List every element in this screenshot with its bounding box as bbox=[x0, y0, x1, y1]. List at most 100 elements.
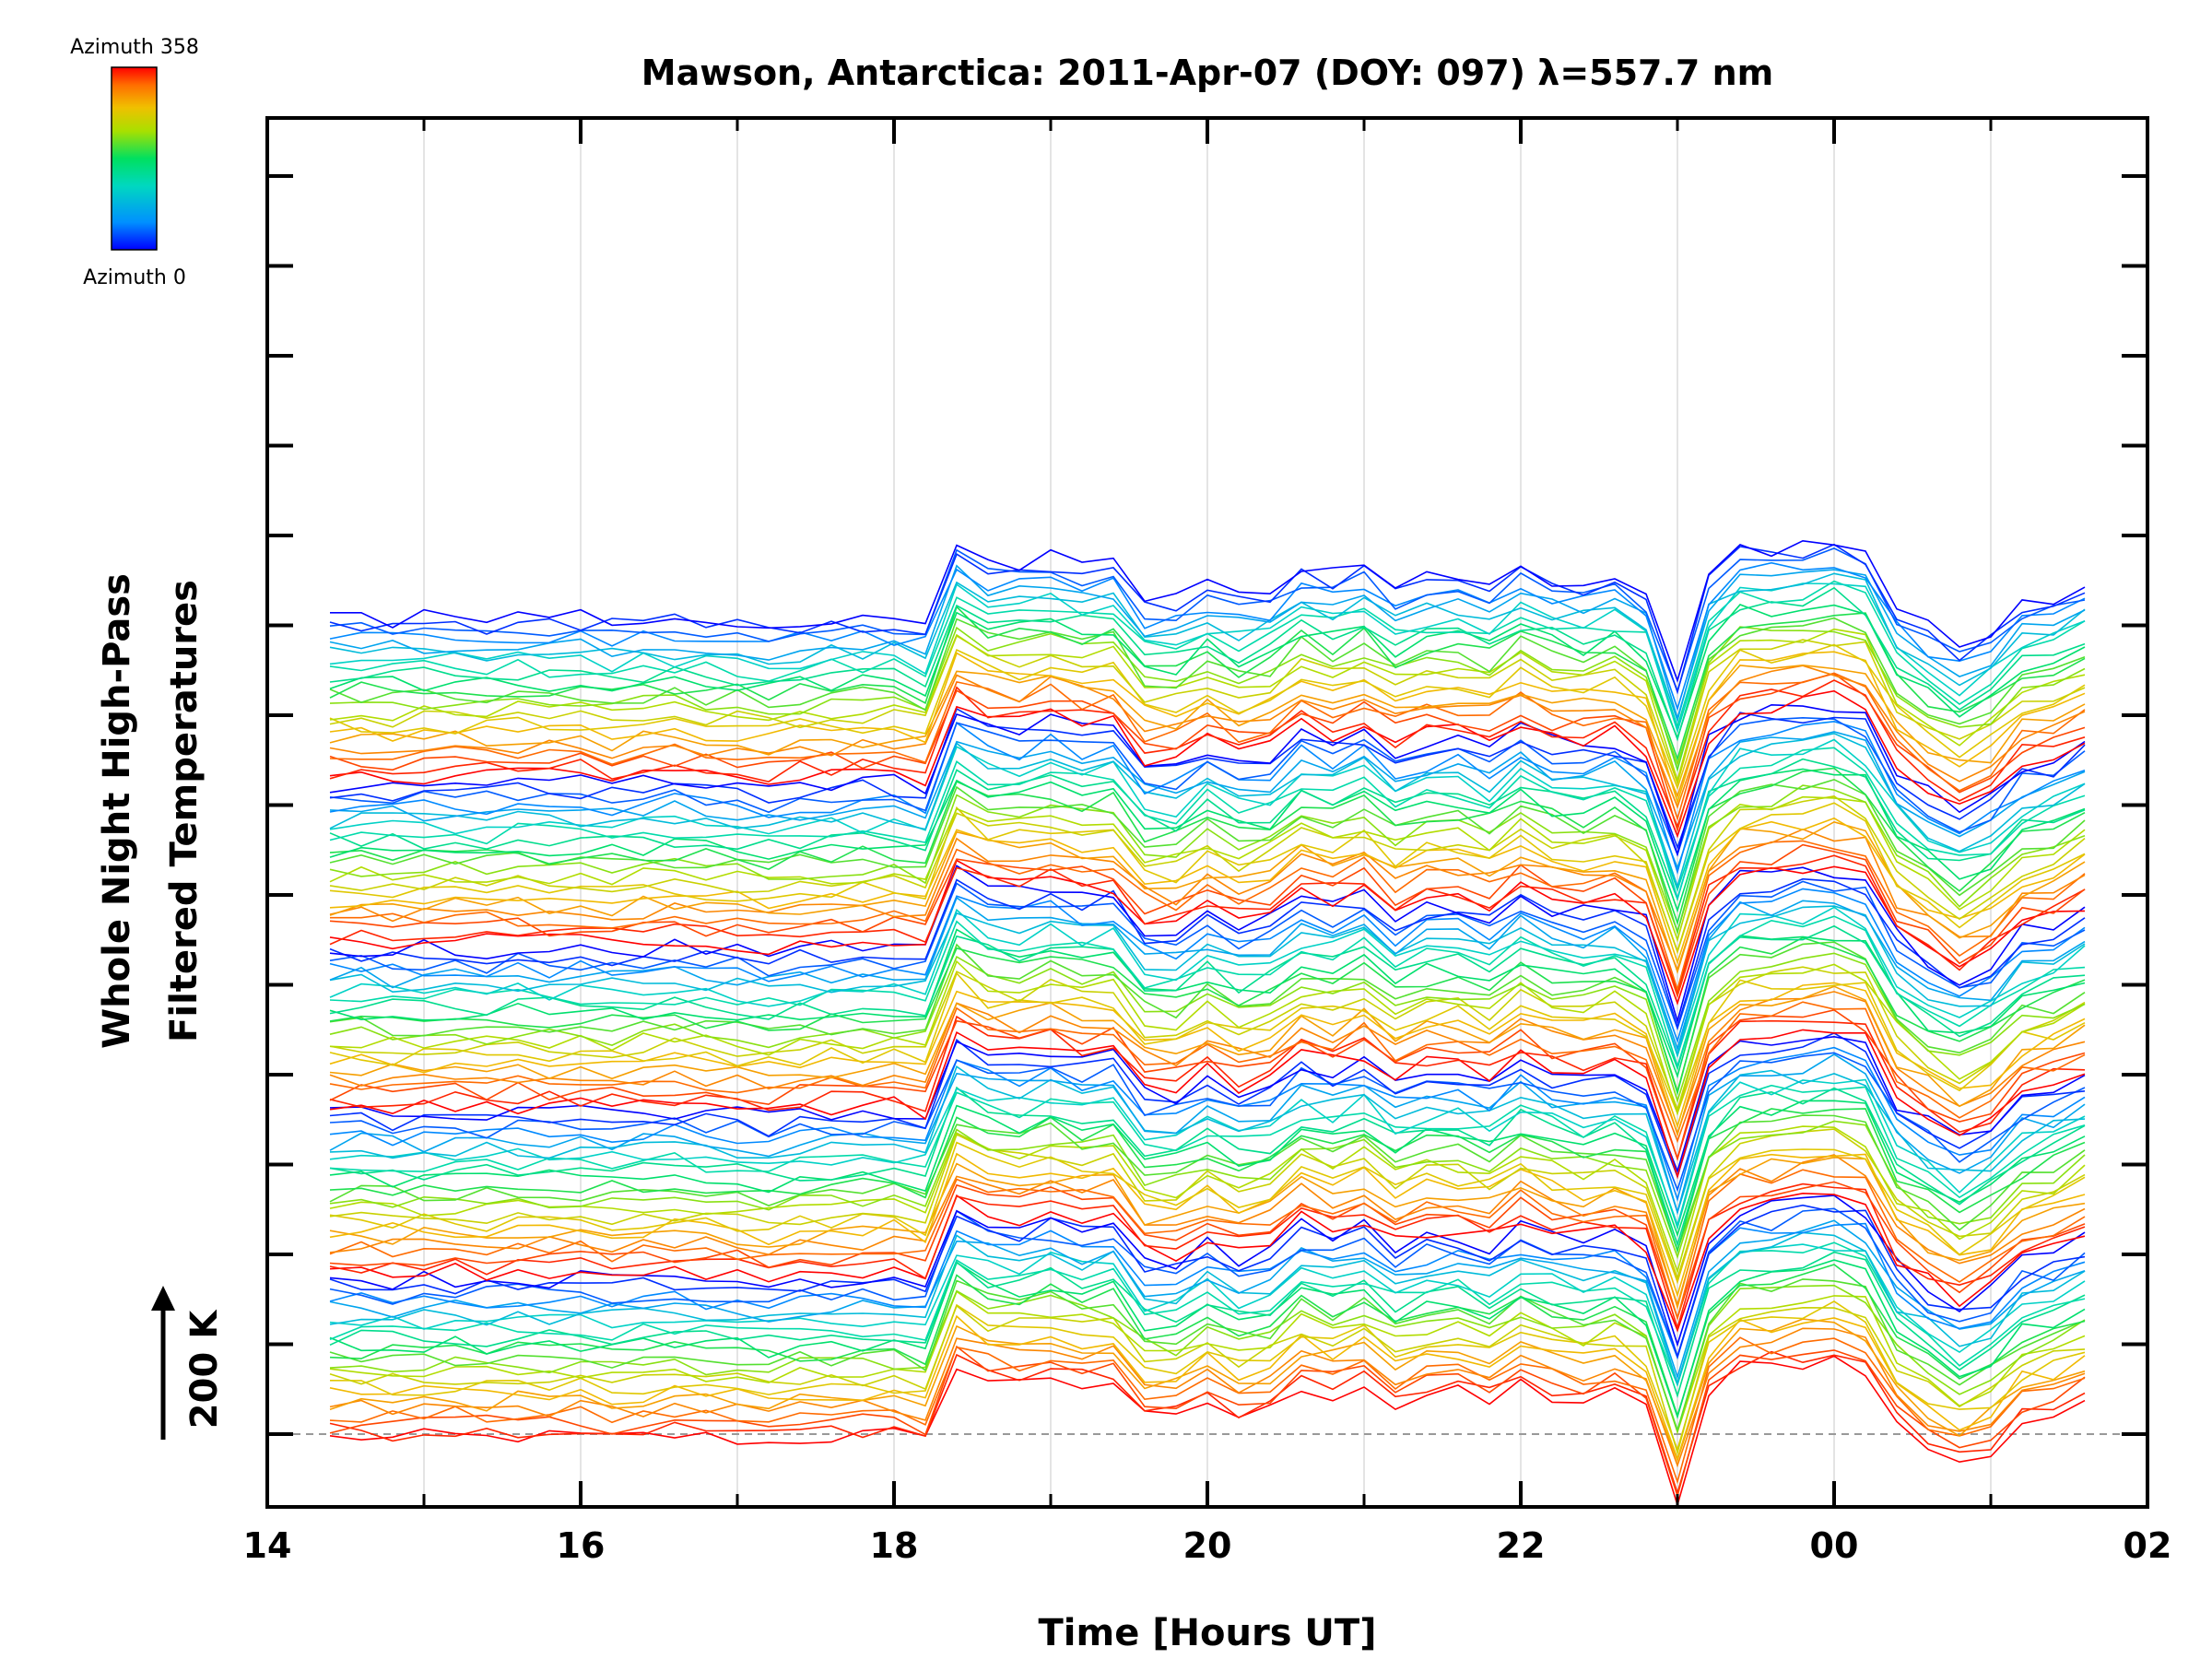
temperature-trace bbox=[329, 1243, 2086, 1386]
temperature-trace bbox=[329, 1264, 2086, 1418]
temperature-trace bbox=[329, 1125, 2086, 1275]
temperature-trace bbox=[329, 572, 2086, 724]
temperature-trace bbox=[329, 905, 2086, 1057]
temperature-trace bbox=[329, 985, 2086, 1137]
temperature-trace bbox=[329, 768, 2086, 913]
temperature-trace bbox=[329, 1108, 2086, 1254]
temperature-trace bbox=[329, 928, 2086, 1079]
temperature-trace bbox=[329, 617, 2086, 772]
temperature-trace bbox=[329, 924, 2086, 1071]
temperature-trace bbox=[329, 628, 2086, 783]
temperature-trace bbox=[329, 1120, 2086, 1260]
temperature-trace bbox=[329, 651, 2086, 805]
temperature-trace bbox=[329, 784, 2086, 935]
temperature-trace bbox=[329, 1336, 2086, 1485]
temperature-trace bbox=[329, 1300, 2086, 1453]
temperature-trace bbox=[329, 1078, 2086, 1228]
temperature-trace bbox=[329, 1318, 2086, 1463]
temperature-trace bbox=[329, 854, 2086, 995]
temperature-trace bbox=[329, 936, 2086, 1096]
colorbar-top-label: Azimuth 358 bbox=[70, 36, 199, 59]
temperature-trace bbox=[329, 941, 2086, 1094]
temperature-trace bbox=[329, 1032, 2086, 1180]
temperature-trace bbox=[329, 1204, 2086, 1359]
temperature-trace bbox=[329, 1046, 2086, 1202]
temperature-trace bbox=[329, 672, 2086, 822]
vertical-gridlines bbox=[423, 118, 1992, 1507]
temperature-trace bbox=[329, 915, 2086, 1069]
scale-label: 200 K bbox=[183, 1309, 226, 1429]
temperature-trace bbox=[329, 982, 2086, 1129]
temperature-trace bbox=[329, 888, 2086, 1044]
scale-arrow-head bbox=[151, 1286, 175, 1311]
temperature-trace bbox=[329, 738, 2086, 901]
temperature-trace bbox=[329, 1084, 2086, 1230]
temperature-trace bbox=[329, 865, 2086, 1024]
x-tick-label: 22 bbox=[1497, 1525, 1546, 1566]
temperature-trace bbox=[329, 1009, 2086, 1161]
temperature-trace bbox=[329, 1035, 2086, 1174]
temperature-trace bbox=[329, 1284, 2086, 1434]
temperature-trace bbox=[329, 795, 2086, 954]
temperature-trace bbox=[329, 767, 2086, 926]
temperature-trace bbox=[329, 1304, 2086, 1456]
temperature-trace bbox=[329, 991, 2086, 1135]
x-tick-labels: 14 16 18 20 22 00 02 bbox=[243, 1525, 2172, 1566]
temperature-trace bbox=[329, 1065, 2086, 1216]
temperature-trace bbox=[329, 543, 2086, 695]
temperature-trace bbox=[329, 1241, 2086, 1387]
temperature-trace bbox=[329, 1114, 2086, 1253]
colorbar-bottom-label: Azimuth 0 bbox=[83, 266, 186, 289]
temperature-trace bbox=[329, 828, 2086, 972]
temperature-trace bbox=[329, 747, 2086, 892]
temperature-trace bbox=[329, 971, 2086, 1116]
temperature-trace bbox=[330, 539, 2086, 683]
temperature-trace bbox=[329, 665, 2086, 809]
temperature-trace bbox=[329, 626, 2086, 767]
temperature-trace bbox=[329, 1251, 2086, 1398]
temperature-trace bbox=[329, 1182, 2086, 1331]
x-tick-label: 16 bbox=[557, 1525, 606, 1566]
temperature-trace bbox=[329, 664, 2086, 799]
x-tick-label: 18 bbox=[870, 1525, 919, 1566]
temperature-trace bbox=[329, 732, 2086, 889]
temperature-trace bbox=[329, 906, 2086, 1059]
temperature-trace bbox=[329, 604, 2086, 740]
temperature-trace bbox=[329, 778, 2086, 935]
temperature-trace bbox=[329, 877, 2086, 1030]
temperature-trace bbox=[329, 1053, 2086, 1216]
temperature-trace bbox=[329, 564, 2086, 722]
temperature-trace bbox=[329, 707, 2086, 850]
temperature-trace bbox=[329, 1086, 2086, 1247]
temperature-traces bbox=[329, 539, 2086, 1507]
temperature-trace bbox=[329, 966, 2086, 1112]
temperature-trace bbox=[329, 959, 2086, 1116]
temperature-trace bbox=[329, 643, 2086, 791]
y-axis-label-line1: Whole Night High-Pass bbox=[96, 573, 138, 1049]
temperature-trace bbox=[329, 1207, 2086, 1359]
temperature-trace bbox=[329, 1169, 2086, 1322]
temperature-trace bbox=[329, 634, 2086, 786]
temperature-trace bbox=[329, 795, 2086, 943]
x-tick-label: 02 bbox=[2124, 1525, 2172, 1566]
temperature-trace bbox=[329, 1152, 2086, 1298]
temperature-trace bbox=[329, 880, 2086, 1031]
temperature-trace bbox=[329, 716, 2086, 857]
x-axis-label: Time [Hours UT] bbox=[1039, 1612, 1377, 1654]
temperature-trace bbox=[329, 1327, 2086, 1468]
temperature-trace bbox=[329, 673, 2086, 833]
temperature-trace bbox=[329, 1052, 2086, 1193]
temperature-trace bbox=[329, 1015, 2086, 1161]
y-axis-label-line2: Filtered Temperatures bbox=[163, 580, 206, 1042]
temperature-trace bbox=[329, 1141, 2086, 1285]
temperature-trace bbox=[329, 1219, 2086, 1380]
x-tick-label: 14 bbox=[243, 1525, 292, 1566]
temperature-trace bbox=[329, 1001, 2086, 1144]
axis-ticks bbox=[265, 118, 2149, 1507]
temperature-trace bbox=[329, 1181, 2086, 1321]
temperature-trace bbox=[329, 1290, 2086, 1435]
temperature-trace bbox=[329, 820, 2086, 974]
temperature-trace bbox=[329, 802, 2086, 955]
temperature-trace bbox=[330, 840, 2086, 993]
